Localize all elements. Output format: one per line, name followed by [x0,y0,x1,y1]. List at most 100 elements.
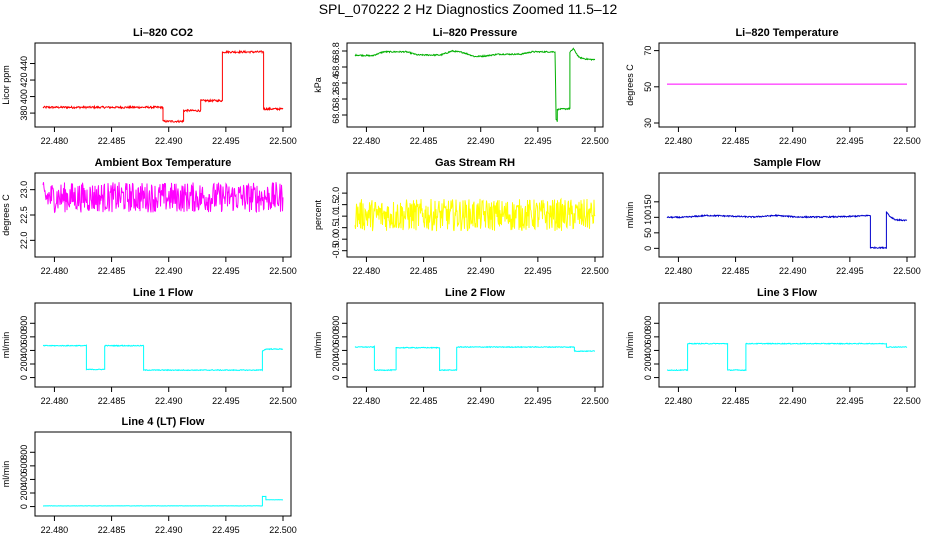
series-line [43,495,284,507]
x-tick-label: 22.490 [155,396,183,406]
x-tick-label: 22.495 [524,136,552,146]
y-tick-label: 800 [19,445,29,460]
x-tick-label: 22.480 [41,525,69,535]
plot-frame [34,42,292,128]
chart-line-3-flow: Line 3 Flow 22.480 22.485 22.490 22.495 22.50… [625,287,921,406]
plot-frame [658,172,916,258]
y-tick-label: 30 [643,118,653,128]
y-tick-label: 200 [643,356,653,371]
series-line [354,47,596,122]
x-tick-label: 22.485 [98,525,126,535]
chart-title: Li–820 CO2 [133,27,193,39]
series-line [354,197,596,232]
y-tick-label: 0.0 [331,233,341,246]
y-tick-label: 600 [19,329,29,344]
x-tick-label: 22.480 [665,396,693,406]
y-tick-label: 200 [19,485,29,500]
chart-line-2-flow: Line 2 Flow 22.480 22.485 22.490 22.495 22.50… [313,287,609,406]
y-tick-label: 1.0 [331,210,341,223]
plot-frame [346,302,604,388]
y-tick-label: 70 [643,46,653,56]
x-tick-label: 22.490 [155,136,183,146]
x-tick-label: 22.500 [893,396,921,406]
y-tick-label: 200 [19,356,29,371]
x-tick-label: 22.490 [779,266,807,276]
chart-line-1-flow: Line 1 Flow 22.480 22.485 22.490 22.495 22.50… [1,287,297,406]
chart-title: Line 1 Flow [133,287,193,299]
chart-line-4-lt-flow: Line 4 (LT) Flow 22.480 22.485 22.490 22.495… [1,416,297,535]
chart-li-820-temperature: Li–820 Temperature 22.480 22.485 22.490 22.4… [625,27,921,146]
y-axis-label: Licor ppm [1,65,11,105]
x-tick-label: 22.495 [212,396,240,406]
series-line [666,211,908,250]
plot-frame [34,302,292,388]
plot-frame [658,42,916,128]
chart-li-820-pressure: Li–820 Pressure 22.480 22.485 22.490 22.495 2… [313,27,609,146]
x-tick-label: 22.480 [353,396,381,406]
y-tick-label: 22.0 [19,232,29,250]
x-tick-label: 22.485 [410,136,438,146]
y-axis-label: percent [313,199,323,230]
x-tick-label: 22.480 [353,266,381,276]
y-tick-label: -0.5 [331,243,341,259]
y-tick-label: 600 [643,329,653,344]
chart-title: Line 4 (LT) Flow [122,416,205,428]
x-tick-label: 22.485 [722,266,750,276]
x-tick-label: 22.490 [467,136,495,146]
x-tick-label: 22.490 [155,266,183,276]
series-line [42,182,284,214]
x-tick-label: 22.500 [893,136,921,146]
x-tick-label: 22.480 [41,396,69,406]
x-tick-label: 22.500 [893,266,921,276]
plot-frame [34,431,292,517]
y-tick-label: 200 [331,356,341,371]
y-tick-label: 68.8 [331,42,341,60]
plot-frame [346,42,604,128]
chart-title: Sample Flow [753,157,821,169]
y-tick-label: 420 [19,73,29,88]
x-tick-label: 22.495 [212,266,240,276]
y-tick-label: 440 [19,56,29,71]
y-tick-label: 50 [643,228,653,238]
plot-frame [658,302,916,388]
x-tick-label: 22.485 [98,396,126,406]
y-tick-label: 1.5 [331,198,341,211]
chart-title: Ambient Box Temperature [95,157,232,169]
x-tick-label: 22.490 [779,136,807,146]
y-tick-label: 100 [643,210,653,225]
y-axis-label: degrees C [625,64,635,106]
x-tick-label: 22.490 [467,266,495,276]
y-tick-label: 0 [331,375,341,380]
x-tick-label: 22.480 [665,136,693,146]
y-tick-label: 68.0 [331,106,341,124]
x-tick-label: 22.500 [269,396,297,406]
y-axis-label: ml/min [1,332,11,359]
x-tick-label: 22.495 [524,266,552,276]
y-tick-label: 68.6 [331,58,341,76]
x-tick-label: 22.490 [155,525,183,535]
x-tick-label: 22.500 [269,266,297,276]
x-tick-label: 22.495 [836,266,864,276]
x-tick-label: 22.500 [269,136,297,146]
x-tick-label: 22.495 [212,525,240,535]
x-tick-label: 22.480 [41,266,69,276]
chart-title: Line 2 Flow [445,287,505,299]
y-tick-label: 150 [643,194,653,209]
x-tick-label: 22.500 [581,396,609,406]
x-tick-label: 22.480 [41,136,69,146]
plot-frame [346,172,604,258]
x-tick-label: 22.480 [353,136,381,146]
y-tick-label: 0 [19,504,29,509]
series-line [354,344,595,372]
y-tick-label: 400 [19,89,29,104]
x-tick-label: 22.500 [269,525,297,535]
y-axis-label: ml/min [625,332,635,359]
chart-title: Gas Stream RH [435,157,515,169]
x-tick-label: 22.485 [722,396,750,406]
y-tick-label: 68.4 [331,74,341,92]
x-tick-label: 22.495 [836,396,864,406]
chart-ambient-box-temperature: Ambient Box Temperature 22.480 22.485 22.49… [1,157,297,276]
y-tick-label: 50 [643,82,653,92]
series-line [667,342,908,372]
